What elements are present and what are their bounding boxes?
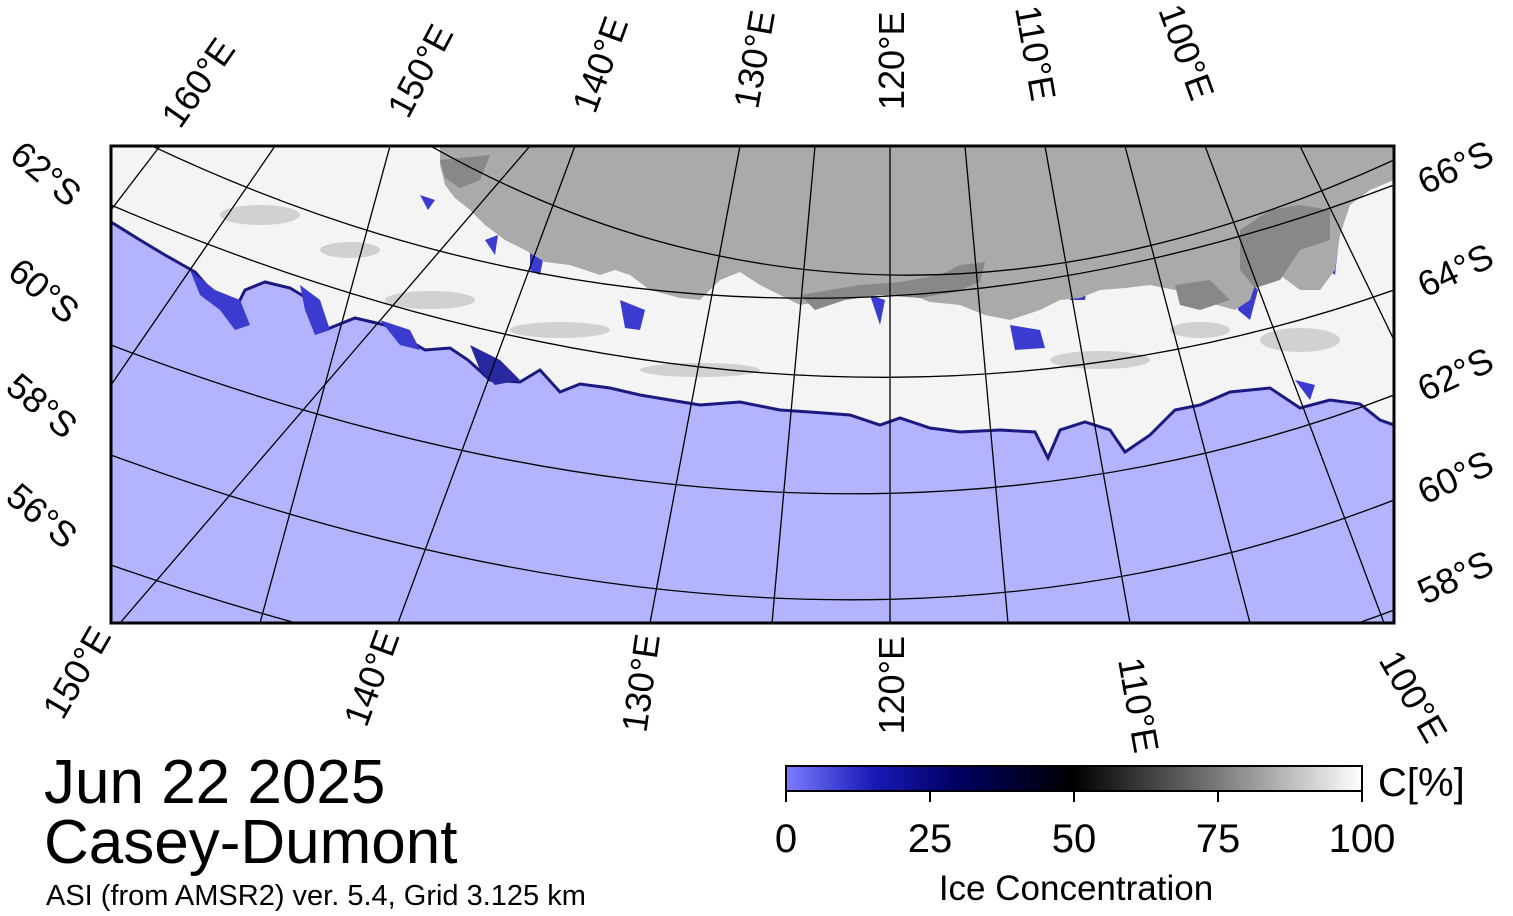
- bottom-lon-label: 150°E: [34, 620, 119, 726]
- left-lat-label: 60°S: [1, 250, 87, 332]
- right-lat-label: 58°S: [1411, 542, 1499, 612]
- graticule-parallels: [111, 146, 1394, 623]
- colorbar-title: Ice Concentration: [939, 869, 1213, 908]
- right-latitude-labels: 66°S 64°S 62°S 60°S 58°S: [1411, 132, 1499, 612]
- colorbar-tick-label: 100: [1329, 817, 1396, 861]
- graticule-meridians: [111, 146, 1394, 623]
- top-longitude-labels: 160°E 150°E 140°E 130°E 120°E 110°E 100°…: [153, 0, 1223, 135]
- bottom-lon-label: 100°E: [1371, 644, 1456, 750]
- bottom-lon-label: 130°E: [614, 631, 668, 734]
- bottom-lon-label: 120°E: [871, 636, 912, 734]
- colorbar: 0 25 50 75 100 C[%] Ice Concentration: [775, 761, 1465, 908]
- colorbar-tick-label: 25: [908, 817, 953, 861]
- colorbar-tick-label: 75: [1196, 817, 1241, 861]
- top-lon-label: 110°E: [1007, 2, 1064, 103]
- colorbar-tick-label: 0: [775, 817, 797, 861]
- colorbar-gradient: [785, 765, 1363, 792]
- left-lat-label: 62°S: [3, 133, 89, 215]
- right-lat-label: 64°S: [1411, 235, 1499, 305]
- colorbar-unit: C[%]: [1378, 761, 1465, 805]
- left-lat-label: 56°S: [0, 475, 85, 557]
- top-lon-label: 120°E: [871, 12, 912, 110]
- bottom-lon-label: 110°E: [1110, 654, 1167, 755]
- map-area: [111, 146, 1394, 623]
- bottom-lon-label: 140°E: [335, 625, 407, 732]
- land-antarctica: [440, 146, 1394, 320]
- top-lon-label: 130°E: [726, 7, 783, 111]
- left-lat-label: 58°S: [0, 365, 85, 447]
- colorbar-tick-label: 50: [1052, 817, 1097, 861]
- left-latitude-labels: 62°S 60°S 58°S 56°S: [0, 133, 89, 557]
- top-lon-label: 100°E: [1150, 0, 1222, 105]
- top-lon-label: 150°E: [379, 18, 461, 124]
- right-lat-label: 62°S: [1411, 339, 1499, 409]
- region-name: Casey-Dumont: [44, 808, 458, 877]
- map-date: Jun 22 2025: [44, 748, 386, 817]
- top-lon-label: 140°E: [564, 11, 636, 118]
- map-frame: [109, 144, 1396, 625]
- bottom-longitude-labels: 150°E 140°E 130°E 120°E 110°E 100°E: [34, 620, 1456, 756]
- right-lat-label: 66°S: [1411, 132, 1499, 202]
- colorbar-tick-labels: 0 25 50 75 100: [775, 817, 1396, 861]
- product-info: ASI (from AMSR2) ver. 5.4, Grid 3.125 km: [46, 880, 586, 912]
- top-lon-label: 160°E: [153, 30, 243, 134]
- colorbar-ticks: [785, 791, 1363, 802]
- right-lat-label: 60°S: [1411, 442, 1499, 512]
